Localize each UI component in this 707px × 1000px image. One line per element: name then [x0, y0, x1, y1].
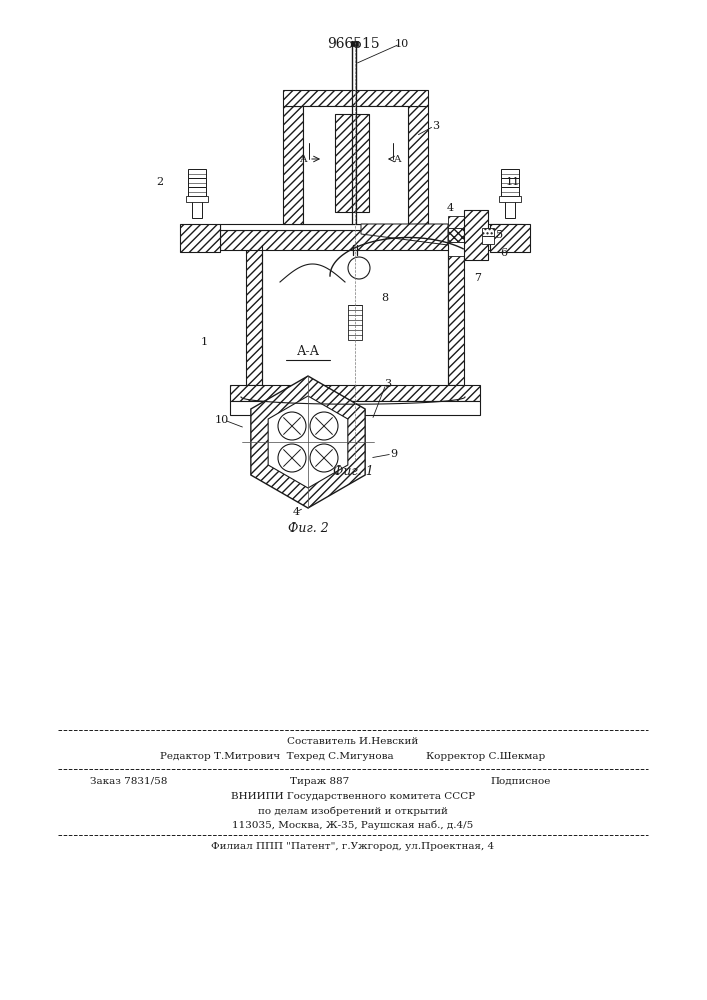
- Bar: [180, 224, 220, 252]
- Bar: [283, 106, 303, 224]
- Bar: [188, 178, 206, 187]
- Text: 3: 3: [385, 379, 392, 389]
- Text: 2: 2: [156, 177, 163, 187]
- Text: 1: 1: [201, 337, 208, 347]
- Bar: [482, 228, 494, 236]
- Text: А-А: А-А: [296, 345, 320, 358]
- Text: 4: 4: [446, 203, 454, 213]
- Text: 3: 3: [433, 121, 440, 131]
- Text: по делам изобретений и открытий: по делам изобретений и открытий: [258, 806, 448, 816]
- Circle shape: [310, 412, 338, 440]
- Text: 10: 10: [215, 415, 229, 425]
- Bar: [335, 114, 369, 212]
- Text: 7: 7: [474, 273, 481, 283]
- Text: 9: 9: [390, 449, 397, 459]
- Bar: [482, 236, 494, 244]
- Text: 4: 4: [293, 507, 300, 517]
- Text: Заказ 7831/58: Заказ 7831/58: [90, 777, 168, 786]
- Text: Филиал ППП "Патент", г.Ужгород, ул.Проектная, 4: Филиал ППП "Патент", г.Ужгород, ул.Проек…: [211, 842, 495, 851]
- Bar: [188, 187, 206, 196]
- Bar: [192, 196, 202, 218]
- Bar: [188, 169, 206, 178]
- Bar: [501, 169, 519, 178]
- Circle shape: [278, 444, 306, 472]
- Bar: [448, 245, 464, 385]
- Bar: [348, 305, 362, 340]
- Bar: [186, 196, 208, 202]
- Text: 6: 6: [501, 248, 508, 258]
- Bar: [490, 224, 530, 252]
- Bar: [220, 230, 522, 250]
- Bar: [464, 210, 488, 260]
- Bar: [283, 90, 428, 106]
- Circle shape: [310, 444, 338, 472]
- Text: 113035, Москва, Ж-35, Раушская наб., д.4/5: 113035, Москва, Ж-35, Раушская наб., д.4…: [233, 820, 474, 830]
- Text: 966515: 966515: [327, 37, 380, 51]
- Text: Подписное: Подписное: [490, 777, 550, 786]
- Bar: [230, 385, 480, 401]
- Bar: [408, 106, 428, 224]
- Text: 8: 8: [382, 293, 389, 303]
- Bar: [448, 242, 464, 256]
- Text: 5: 5: [496, 230, 503, 240]
- Bar: [499, 196, 521, 202]
- Bar: [501, 187, 519, 196]
- Bar: [351, 41, 358, 46]
- Text: A: A: [299, 154, 307, 163]
- Text: Тираж 887: Тираж 887: [290, 777, 349, 786]
- Bar: [505, 196, 515, 218]
- Bar: [303, 106, 408, 224]
- Bar: [448, 216, 464, 228]
- Text: 11: 11: [506, 177, 520, 187]
- Bar: [246, 245, 262, 385]
- Bar: [448, 228, 464, 242]
- Text: 10: 10: [395, 39, 409, 49]
- Polygon shape: [361, 224, 448, 245]
- Text: Фиг. 1: Фиг. 1: [332, 465, 373, 478]
- Text: A: A: [393, 154, 401, 163]
- Circle shape: [278, 412, 306, 440]
- Polygon shape: [268, 396, 348, 488]
- Circle shape: [348, 257, 370, 279]
- Polygon shape: [251, 376, 365, 508]
- Text: Составитель И.Невский: Составитель И.Невский: [287, 737, 419, 746]
- Bar: [220, 224, 522, 230]
- Text: Фиг. 2: Фиг. 2: [288, 522, 328, 535]
- Bar: [230, 401, 480, 415]
- Text: Редактор Т.Митрович  Техред С.Мигунова          Корректор С.Шекмар: Редактор Т.Митрович Техред С.Мигунова Ко…: [160, 752, 546, 761]
- Text: ВНИИПИ Государственного комитета СССР: ВНИИПИ Государственного комитета СССР: [231, 792, 475, 801]
- Bar: [501, 178, 519, 187]
